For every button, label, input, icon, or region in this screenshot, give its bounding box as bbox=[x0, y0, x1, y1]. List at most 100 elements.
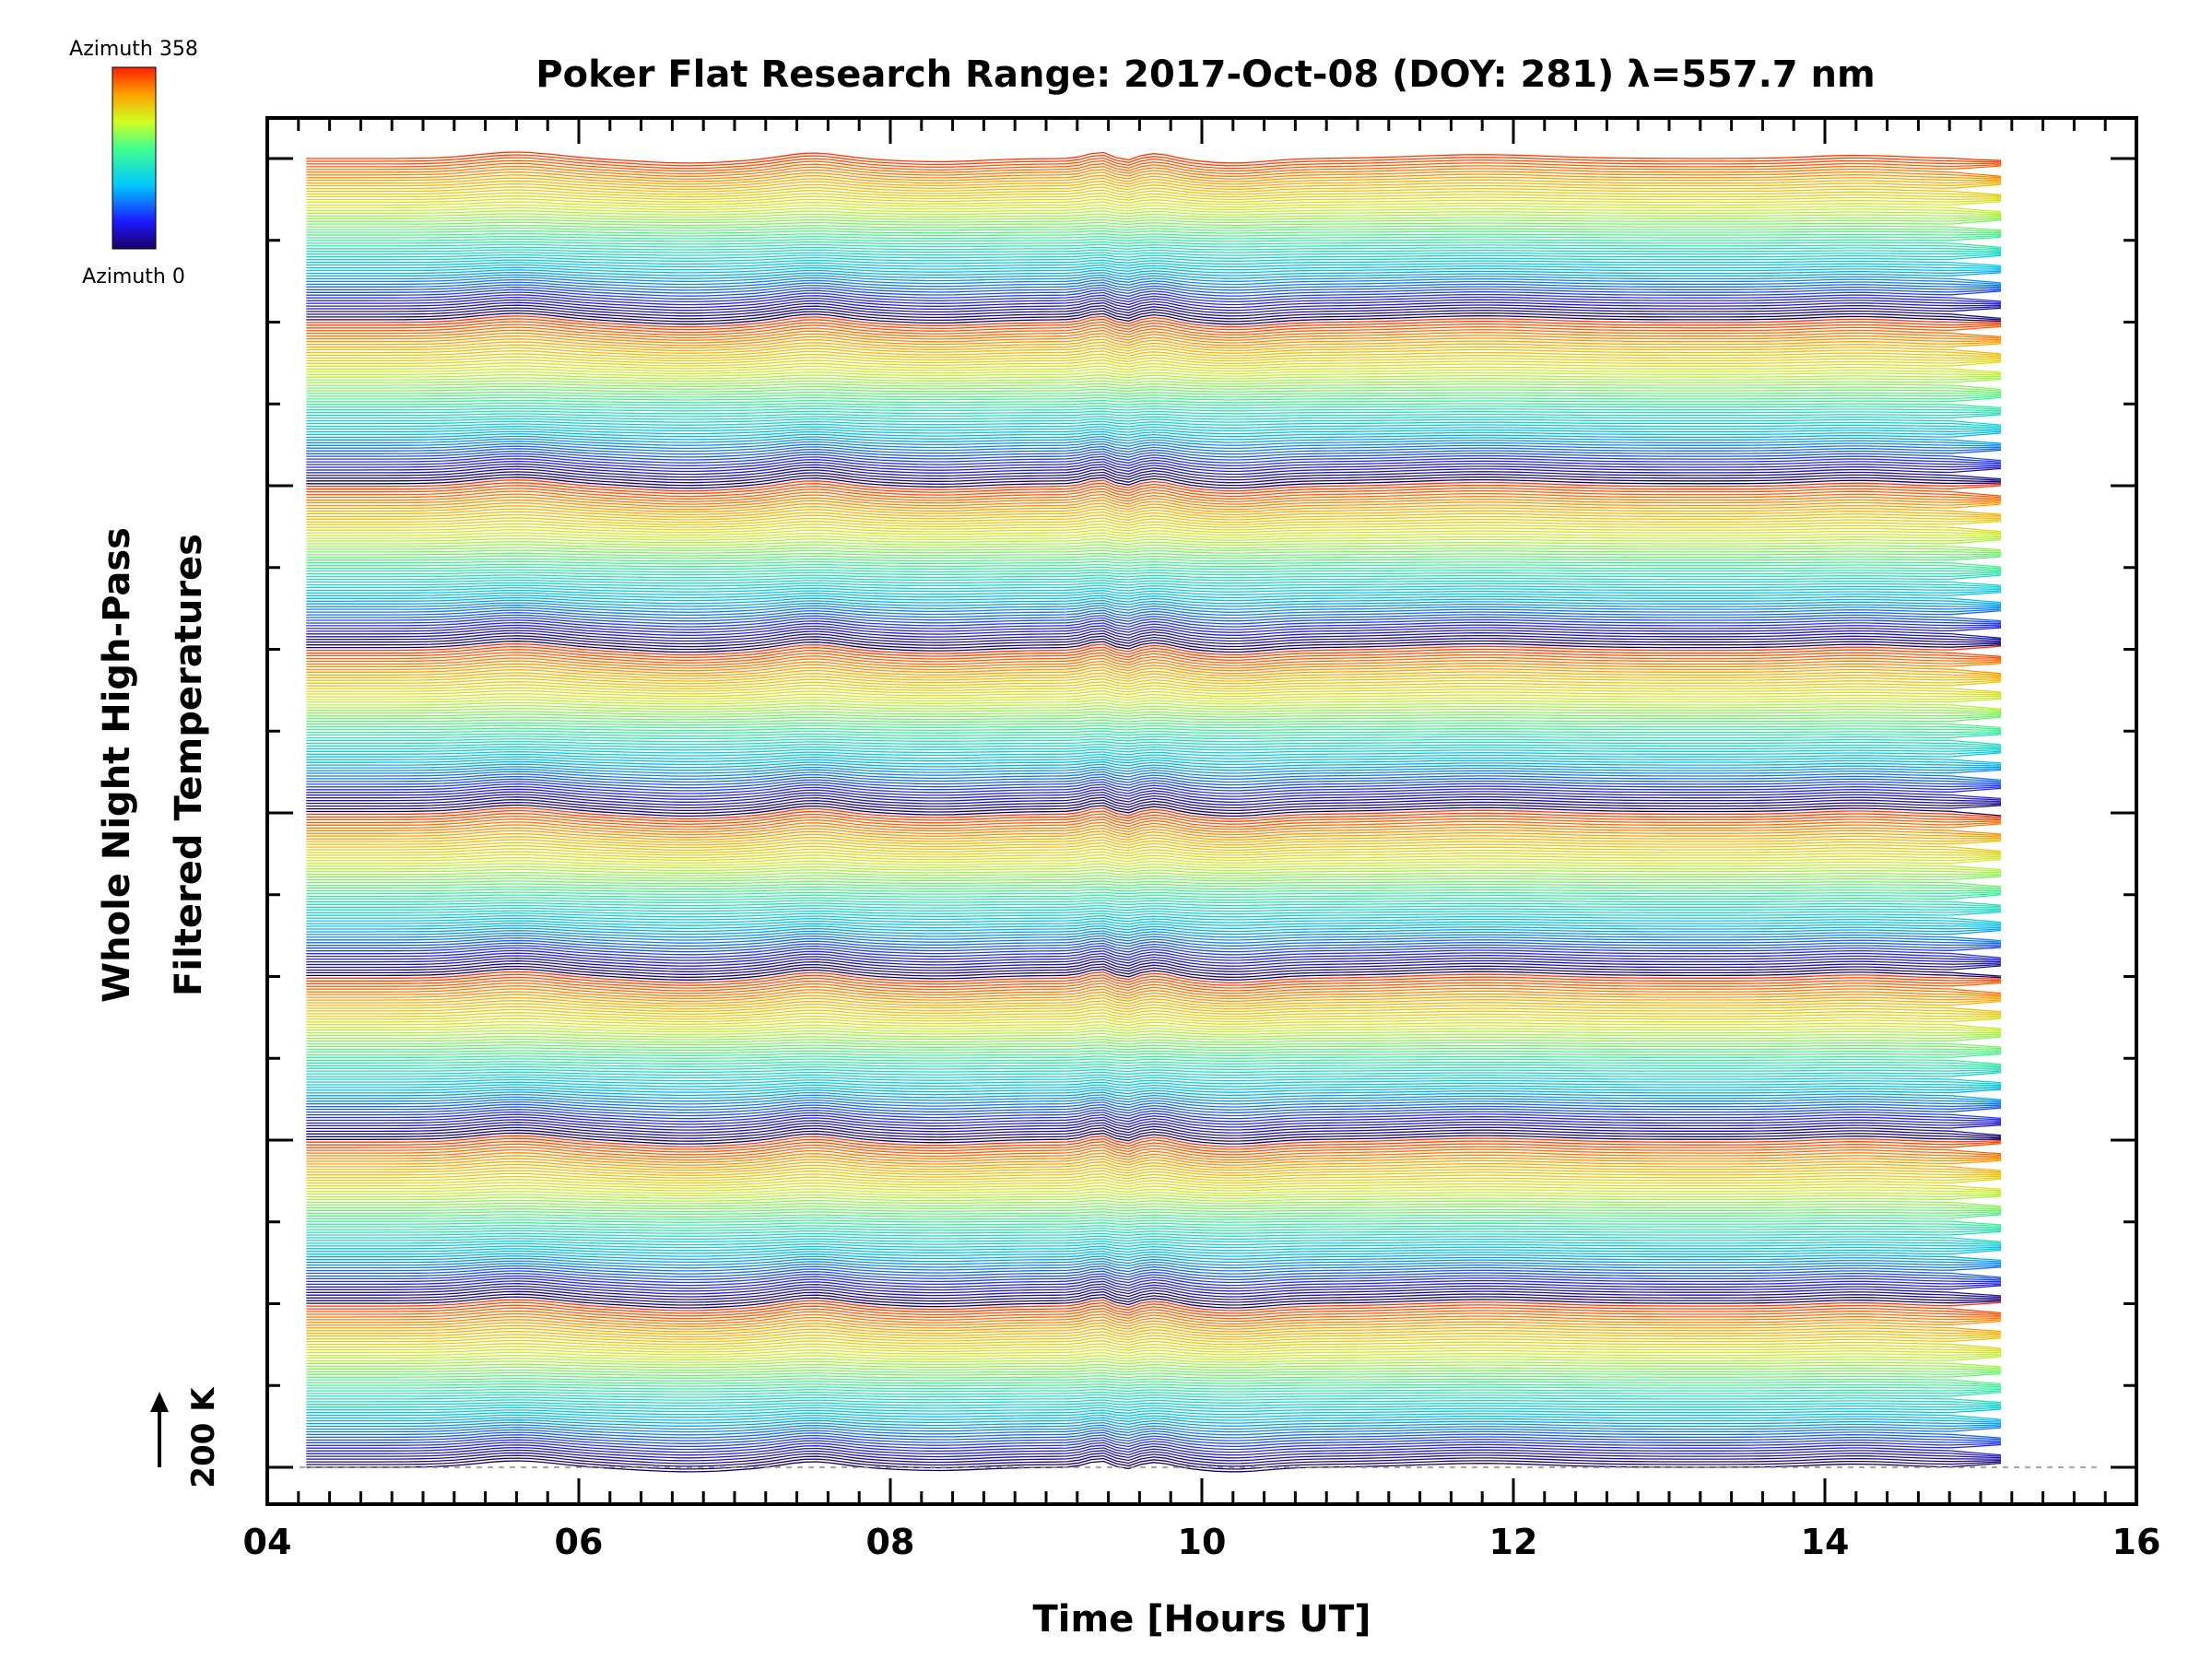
azimuth-trace bbox=[306, 1119, 2002, 1131]
azimuth-trace bbox=[306, 1052, 2002, 1056]
azimuth-trace bbox=[306, 329, 2002, 341]
azimuth-trace bbox=[306, 299, 2002, 312]
azimuth-trace bbox=[306, 1225, 2002, 1229]
azimuth-trace bbox=[306, 572, 2002, 579]
azimuth-trace bbox=[306, 1248, 2002, 1254]
azimuth-trace bbox=[306, 968, 2002, 981]
azimuth-trace bbox=[306, 788, 2002, 800]
azimuth-trace bbox=[306, 182, 2002, 193]
azimuth-trace bbox=[306, 727, 2002, 732]
azimuth-trace bbox=[306, 1404, 2002, 1410]
azimuth-trace bbox=[306, 1319, 2002, 1330]
azimuth-trace bbox=[306, 1132, 2001, 1145]
azimuth-trace bbox=[306, 297, 2002, 309]
azimuth-trace bbox=[306, 474, 2002, 487]
azimuth-trace bbox=[306, 315, 2002, 328]
azimuth-trace bbox=[306, 1322, 2002, 1333]
azimuth-trace bbox=[306, 1184, 2002, 1192]
azimuth-trace bbox=[306, 844, 2002, 853]
azimuth-trace bbox=[306, 426, 2001, 432]
azimuth-trace bbox=[306, 952, 2002, 964]
azimuth-trace bbox=[306, 1272, 2002, 1284]
azimuth-trace bbox=[306, 1015, 2002, 1023]
azimuth-trace bbox=[306, 937, 2002, 947]
azimuth-trace bbox=[306, 332, 2002, 344]
azimuth-trace bbox=[306, 646, 2002, 659]
azimuth-trace bbox=[306, 942, 2002, 953]
azimuth-trace bbox=[306, 1000, 2002, 1010]
azimuth-trace bbox=[306, 900, 2002, 906]
azimuth-trace bbox=[306, 863, 2002, 871]
azimuth-trace bbox=[306, 1146, 2002, 1159]
colorbar bbox=[112, 66, 157, 250]
azimuth-trace bbox=[306, 1424, 2002, 1433]
azimuth-trace bbox=[306, 715, 2002, 721]
azimuth-trace bbox=[306, 271, 2002, 279]
azimuth-trace bbox=[306, 1071, 2002, 1079]
azimuth-trace bbox=[306, 236, 2002, 242]
azimuth-trace bbox=[306, 848, 2002, 856]
scale-bar: 200 K bbox=[150, 1386, 222, 1488]
azimuth-trace bbox=[306, 266, 2002, 274]
azimuth-trace bbox=[306, 1212, 2002, 1218]
azimuth-trace bbox=[306, 1024, 2002, 1031]
azimuth-trace bbox=[306, 264, 2002, 271]
azimuth-trace bbox=[306, 853, 2002, 862]
azimuth-trace bbox=[306, 641, 2002, 653]
azimuth-trace bbox=[306, 201, 2002, 208]
azimuth-trace bbox=[306, 529, 2002, 536]
azimuth-trace bbox=[306, 927, 2002, 935]
x-axis-label: Time [Hours UT] bbox=[1033, 1598, 1371, 1641]
azimuth-trace bbox=[306, 547, 2002, 552]
azimuth-trace bbox=[306, 1360, 2002, 1368]
azimuth-trace bbox=[306, 1044, 2002, 1050]
azimuth-trace bbox=[306, 1148, 2002, 1161]
azimuth-trace bbox=[306, 1172, 2002, 1182]
azimuth-trace bbox=[306, 1369, 2002, 1374]
azimuth-trace bbox=[306, 1417, 2002, 1424]
azimuth-trace bbox=[306, 766, 2002, 774]
azimuth-trace bbox=[306, 1331, 2002, 1340]
azimuth-trace bbox=[306, 1034, 2002, 1041]
azimuth-trace bbox=[306, 445, 2002, 455]
azimuth-trace bbox=[306, 1163, 2002, 1174]
azimuth-trace bbox=[306, 1312, 2002, 1325]
azimuth-trace bbox=[306, 1406, 2002, 1413]
azimuth-trace bbox=[306, 841, 2002, 853]
azimuth-trace bbox=[306, 672, 2001, 682]
azimuth-trace bbox=[306, 599, 2002, 607]
azimuth-trace bbox=[306, 192, 2002, 201]
azimuth-trace bbox=[306, 189, 2002, 198]
azimuth-trace bbox=[306, 294, 2002, 306]
azimuth-trace bbox=[306, 341, 2002, 352]
azimuth-trace bbox=[306, 1182, 2002, 1191]
x-tick-label: 16 bbox=[2112, 1522, 2161, 1562]
azimuth-trace bbox=[306, 1086, 2002, 1093]
azimuth-trace bbox=[306, 696, 2002, 702]
azimuth-trace bbox=[306, 1441, 2002, 1453]
azimuth-trace bbox=[306, 894, 2002, 901]
azimuth-trace bbox=[306, 1100, 2002, 1111]
azimuth-trace bbox=[306, 824, 2002, 836]
azimuth-trace bbox=[306, 407, 2002, 412]
azimuth-trace bbox=[306, 359, 2002, 367]
azimuth-trace bbox=[306, 939, 2002, 950]
azimuth-trace bbox=[306, 635, 2001, 648]
azimuth-trace bbox=[306, 544, 2002, 551]
azimuth-trace bbox=[306, 1275, 2001, 1287]
azimuth-trace bbox=[306, 1408, 2002, 1416]
azimuth-trace bbox=[306, 738, 2002, 746]
azimuth-trace bbox=[306, 675, 2002, 685]
azimuth-trace bbox=[306, 1446, 2002, 1459]
azimuth-trace bbox=[306, 1280, 2002, 1292]
azimuth-trace bbox=[306, 839, 2002, 849]
azimuth-trace bbox=[306, 1170, 2001, 1179]
azimuth-trace bbox=[306, 1116, 2002, 1128]
azimuth-trace bbox=[306, 949, 2002, 961]
azimuth-trace bbox=[306, 947, 2002, 959]
azimuth-trace bbox=[306, 1126, 2002, 1139]
azimuth-trace bbox=[306, 405, 2002, 410]
azimuth-trace bbox=[306, 210, 2002, 216]
azimuth-trace bbox=[306, 1240, 2002, 1246]
azimuth-trace bbox=[306, 693, 2002, 700]
